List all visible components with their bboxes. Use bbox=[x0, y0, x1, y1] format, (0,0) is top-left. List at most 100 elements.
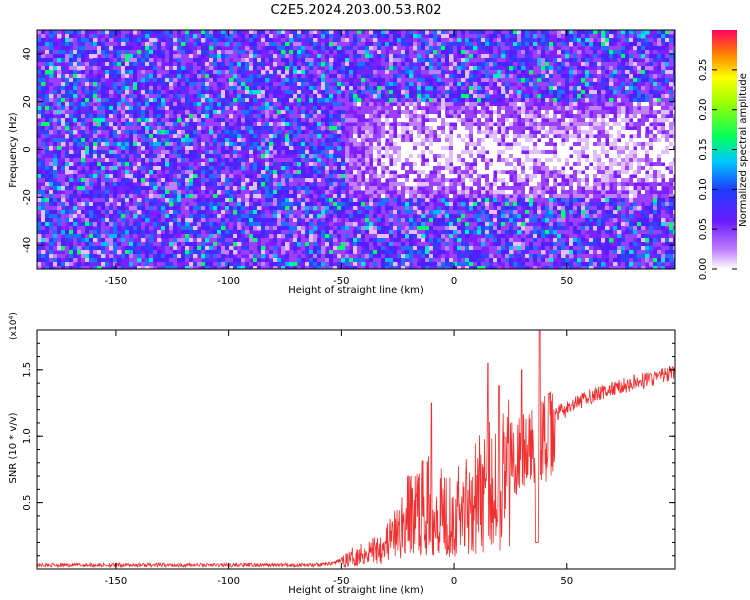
heatmap-cell bbox=[313, 266, 318, 269]
heatmap-cell bbox=[313, 94, 318, 99]
heatmap-cell bbox=[149, 58, 154, 63]
heatmap-cell bbox=[317, 266, 322, 269]
heatmap-cell bbox=[113, 266, 118, 269]
heatmap-cell bbox=[213, 230, 218, 235]
heatmap-cell bbox=[209, 98, 214, 103]
heatmap-cell bbox=[137, 110, 142, 115]
heatmap-cell bbox=[417, 234, 422, 239]
heatmap-cell bbox=[437, 234, 442, 239]
heatmap-cell bbox=[433, 122, 438, 127]
heatmap-cell bbox=[337, 98, 342, 103]
heatmap-cell bbox=[129, 162, 134, 167]
heatmap-cell bbox=[213, 210, 218, 215]
heatmap-cell bbox=[437, 198, 442, 203]
heatmap-cell bbox=[333, 78, 338, 83]
heatmap-cell bbox=[181, 178, 186, 183]
heatmap-cell bbox=[61, 210, 66, 215]
heatmap-cell bbox=[385, 250, 390, 255]
heatmap-cell bbox=[117, 102, 122, 107]
heatmap-cell bbox=[45, 118, 50, 123]
heatmap-cell bbox=[105, 146, 110, 151]
heatmap-cell bbox=[225, 186, 230, 191]
heatmap-cell bbox=[49, 106, 54, 111]
heatmap-cell bbox=[181, 54, 186, 59]
heatmap-cell bbox=[105, 98, 110, 103]
heatmap-cell bbox=[377, 78, 382, 83]
heatmap-cell bbox=[93, 266, 98, 269]
heatmap-cell bbox=[133, 106, 138, 111]
heatmap-cell bbox=[125, 34, 130, 39]
heatmap-cell bbox=[389, 218, 394, 223]
heatmap-cell bbox=[173, 206, 178, 211]
heatmap-cell bbox=[389, 150, 394, 155]
heatmap-cell bbox=[189, 182, 194, 187]
heatmap-cell bbox=[77, 210, 82, 215]
heatmap-cell bbox=[233, 130, 238, 135]
heatmap-cell bbox=[405, 58, 410, 63]
heatmap-cell bbox=[73, 214, 78, 219]
heatmap-cell bbox=[401, 234, 406, 239]
heatmap-cell bbox=[253, 222, 258, 227]
heatmap-cell bbox=[357, 250, 362, 255]
heatmap-cell bbox=[229, 162, 234, 167]
heatmap-cell bbox=[337, 74, 342, 79]
heatmap-cell bbox=[429, 138, 434, 143]
heatmap-cell bbox=[361, 142, 366, 147]
heatmap-cell bbox=[273, 126, 278, 131]
heatmap-cell bbox=[61, 82, 66, 87]
heatmap-cell bbox=[37, 110, 42, 115]
heatmap-cell bbox=[345, 62, 350, 67]
heatmap-cell bbox=[169, 158, 174, 163]
heatmap-cell bbox=[169, 82, 174, 87]
heatmap-cell bbox=[333, 242, 338, 247]
heatmap-cell bbox=[89, 222, 94, 227]
heatmap-cell bbox=[365, 186, 370, 191]
heatmap-cell bbox=[165, 110, 170, 115]
heatmap-cell bbox=[321, 58, 326, 63]
heatmap-cell bbox=[385, 66, 390, 71]
heatmap-cell bbox=[369, 174, 374, 179]
heatmap-cell bbox=[425, 130, 430, 135]
heatmap-cell bbox=[345, 206, 350, 211]
heatmap-cell bbox=[197, 118, 202, 123]
heatmap-cell bbox=[429, 54, 434, 59]
heatmap-cell bbox=[153, 194, 158, 199]
heatmap-cell bbox=[265, 214, 270, 219]
heatmap-cell bbox=[361, 250, 366, 255]
heatmap-cell bbox=[397, 122, 402, 127]
heatmap-cell bbox=[437, 166, 442, 171]
heatmap-cell bbox=[97, 242, 102, 247]
heatmap-cell bbox=[153, 186, 158, 191]
heatmap-cell bbox=[137, 178, 142, 183]
heatmap-cell bbox=[273, 214, 278, 219]
heatmap-cell bbox=[185, 258, 190, 263]
heatmap-cell bbox=[325, 226, 330, 231]
heatmap-cell bbox=[429, 146, 434, 151]
heatmap-cell bbox=[81, 102, 86, 107]
heatmap-cell bbox=[417, 126, 422, 131]
heatmap-cell bbox=[273, 146, 278, 151]
heatmap-cell bbox=[229, 190, 234, 195]
heatmap-cell bbox=[177, 130, 182, 135]
heatmap-cell bbox=[109, 98, 114, 103]
heatmap-cell bbox=[229, 146, 234, 151]
heatmap-cell bbox=[165, 142, 170, 147]
heatmap-cell bbox=[113, 170, 118, 175]
heatmap-cell bbox=[249, 262, 254, 267]
heatmap-cell bbox=[77, 238, 82, 243]
heatmap-cell bbox=[89, 62, 94, 67]
heatmap-cell bbox=[125, 250, 130, 255]
heatmap-cell bbox=[221, 34, 226, 39]
heatmap-cell bbox=[45, 134, 50, 139]
heatmap-cell bbox=[37, 38, 42, 43]
heatmap-cell bbox=[225, 94, 230, 99]
heatmap-cell bbox=[81, 162, 86, 167]
heatmap-cell bbox=[213, 266, 218, 269]
heatmap-cell bbox=[377, 70, 382, 75]
heatmap-cell bbox=[289, 214, 294, 219]
heatmap-cell bbox=[133, 254, 138, 259]
heatmap-cell bbox=[49, 66, 54, 71]
heatmap-cell bbox=[85, 246, 90, 251]
heatmap-cell bbox=[441, 70, 446, 75]
heatmap-cell bbox=[73, 258, 78, 263]
